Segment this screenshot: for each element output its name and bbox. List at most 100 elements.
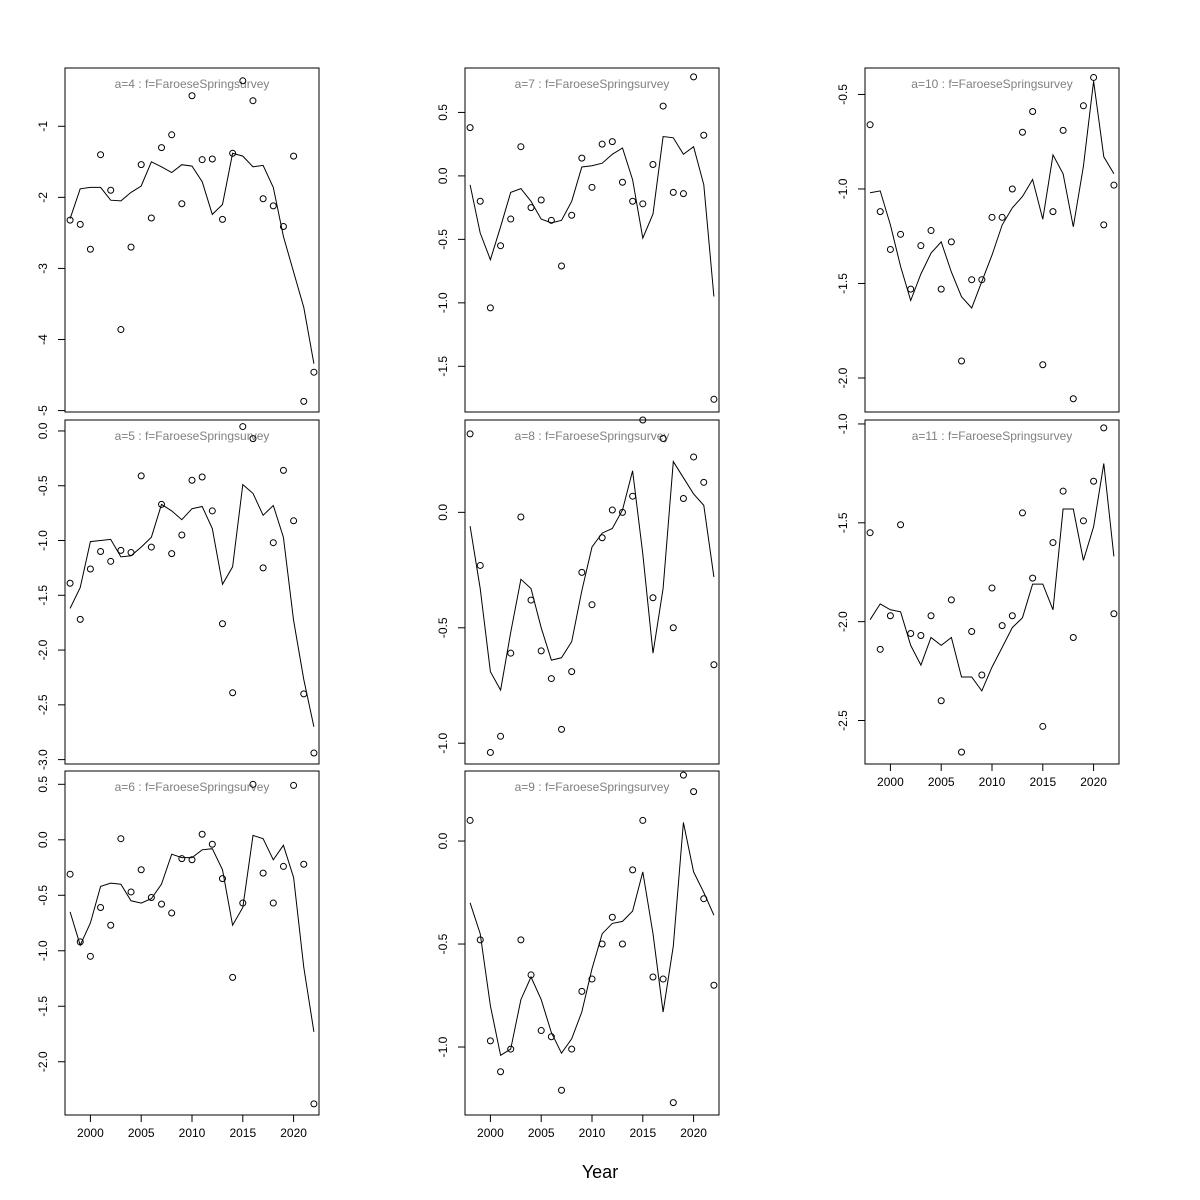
observed-point bbox=[947, 596, 955, 604]
observed-point bbox=[476, 197, 484, 205]
observed-point bbox=[700, 131, 708, 139]
observed-point bbox=[497, 732, 505, 740]
fitted-line bbox=[69, 152, 315, 364]
observed-point bbox=[1018, 128, 1026, 136]
x-tick-label: 2010 bbox=[579, 1126, 606, 1140]
panel-title: a=11 : f=FaroeseSpringsurvey bbox=[912, 429, 1073, 443]
y-tick-label: -2.0 bbox=[36, 1051, 50, 1072]
observed-point bbox=[866, 121, 874, 129]
observed-point bbox=[239, 423, 247, 431]
x-tick-label: 2010 bbox=[979, 775, 1006, 789]
y-tick-label: -1.5 bbox=[36, 996, 50, 1017]
observed-point bbox=[669, 1099, 677, 1107]
y-tick-label: -3.0 bbox=[36, 749, 50, 770]
y-tick-label: -1.5 bbox=[836, 512, 850, 533]
y-tick-label: -1.0 bbox=[436, 292, 450, 313]
observed-point bbox=[659, 975, 667, 983]
observed-point bbox=[147, 543, 155, 551]
y-tick-label: -1.0 bbox=[36, 530, 50, 551]
panel-title: a=9 : f=FaroeseSpringsurvey bbox=[515, 780, 670, 794]
observed-point bbox=[897, 521, 905, 529]
plot-frame bbox=[864, 67, 1120, 413]
x-tick-label: 2020 bbox=[680, 1126, 707, 1140]
observed-point bbox=[1039, 722, 1047, 730]
observed-point bbox=[1100, 424, 1108, 432]
observed-point bbox=[1090, 73, 1098, 81]
observed-point bbox=[486, 748, 494, 756]
observed-point bbox=[937, 285, 945, 293]
observed-point bbox=[988, 213, 996, 221]
plot-frame bbox=[464, 67, 720, 413]
observed-point bbox=[1100, 221, 1108, 229]
observed-point bbox=[486, 1037, 494, 1045]
observed-point bbox=[710, 661, 718, 669]
observed-point bbox=[649, 594, 657, 602]
observed-point bbox=[117, 326, 125, 334]
observed-point bbox=[218, 215, 226, 223]
y-tick-label: -0.5 bbox=[436, 617, 450, 638]
observed-point bbox=[158, 900, 166, 908]
observed-point bbox=[147, 214, 155, 222]
observed-point bbox=[66, 579, 74, 587]
panel-5: a=9 : f=FaroeseSpringsurvey -1.0 -0.5 0.0 20… bbox=[436, 770, 720, 1140]
observed-point bbox=[86, 952, 94, 960]
observed-point bbox=[927, 227, 935, 235]
observed-point bbox=[568, 1045, 576, 1053]
observed-point bbox=[558, 1086, 566, 1094]
fitted-line bbox=[469, 135, 715, 297]
fitted-line bbox=[69, 483, 315, 727]
observed-point bbox=[958, 357, 966, 365]
observed-point bbox=[988, 584, 996, 592]
observed-point bbox=[127, 549, 135, 557]
panel-title: a=4 : f=FaroeseSpringsurvey bbox=[115, 77, 270, 91]
fitted-line bbox=[870, 81, 1115, 309]
observed-point bbox=[679, 771, 687, 779]
observed-point bbox=[978, 671, 986, 679]
observed-point bbox=[537, 1027, 545, 1035]
observed-point bbox=[629, 197, 637, 205]
observed-point bbox=[1008, 185, 1016, 193]
observed-point bbox=[66, 216, 74, 224]
observed-point bbox=[968, 628, 976, 636]
observed-point bbox=[147, 894, 155, 902]
y-tick-label: -0.5 bbox=[436, 229, 450, 250]
fitted-line bbox=[469, 460, 715, 692]
observed-point bbox=[208, 840, 216, 848]
observed-point bbox=[259, 195, 267, 203]
observed-point bbox=[466, 430, 474, 438]
observed-point bbox=[958, 748, 966, 756]
observed-point bbox=[618, 940, 626, 948]
observed-point bbox=[178, 855, 186, 863]
x-tick-label: 2000 bbox=[877, 775, 904, 789]
observed-point bbox=[608, 138, 616, 146]
x-tick-label: 2020 bbox=[1080, 775, 1107, 789]
observed-point bbox=[998, 213, 1006, 221]
observed-point bbox=[517, 936, 525, 944]
y-tick-label: -2 bbox=[36, 192, 50, 203]
observed-point bbox=[218, 620, 226, 628]
observed-point bbox=[188, 476, 196, 484]
observed-point bbox=[897, 230, 905, 238]
fitted-line bbox=[869, 463, 1115, 692]
y-tick-label: -2.0 bbox=[36, 639, 50, 660]
observed-point bbox=[188, 92, 196, 100]
y-tick-label: -5 bbox=[36, 405, 50, 416]
y-tick-label: -2.5 bbox=[836, 710, 850, 731]
observed-point bbox=[249, 435, 257, 443]
observed-point bbox=[907, 630, 915, 638]
y-tick-label: -1.0 bbox=[436, 733, 450, 754]
observed-point bbox=[558, 262, 566, 270]
observed-point bbox=[249, 780, 257, 788]
observed-point bbox=[547, 1033, 555, 1041]
observed-point bbox=[1018, 509, 1026, 517]
y-tick-label: -0.5 bbox=[36, 885, 50, 906]
y-tick-label: 0.0 bbox=[436, 167, 450, 184]
panel-7: a=11 : f=FaroeseSpringsurvey -2.5 -2.0 -1.5… bbox=[836, 413, 1120, 789]
panel-title: a=6 : f=FaroeseSpringsurvey bbox=[115, 780, 270, 794]
observed-point bbox=[279, 222, 287, 230]
panel-2: a=6 : f=FaroeseSpringsurvey -2.0 -1.5 -1.0 -… bbox=[36, 770, 320, 1140]
observed-point bbox=[690, 788, 698, 796]
panel-title: a=7 : f=FaroeseSpringsurvey bbox=[515, 77, 670, 91]
y-tick-label: -0.5 bbox=[836, 84, 850, 105]
y-tick-label: -2.5 bbox=[36, 694, 50, 715]
